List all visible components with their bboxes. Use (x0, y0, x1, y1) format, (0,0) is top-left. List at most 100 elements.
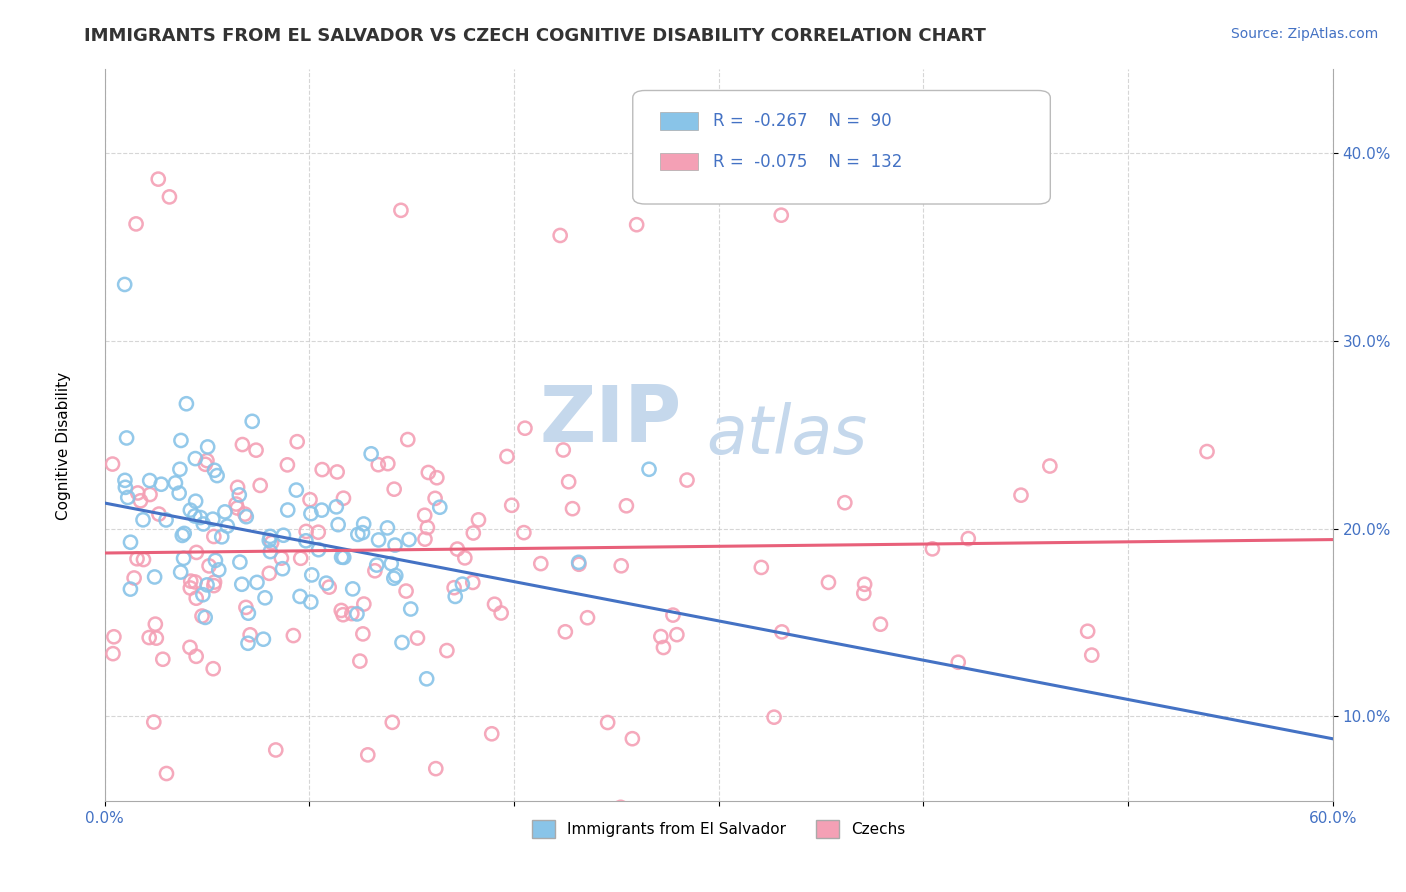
Point (834, 496, 856, 510)
Point (367, 533, 389, 547)
Point (290, 551, 312, 566)
Point (194, 610, 217, 624)
Point (576, 611, 599, 625)
Point (357, 747, 380, 762)
Point (650, 630, 672, 644)
Point (259, 544, 281, 558)
Point (143, 617, 166, 632)
Text: IMMIGRANTS FROM EL SALVADOR VS CZECH COGNITIVE DISABILITY CORRELATION CHART: IMMIGRANTS FROM EL SALVADOR VS CZECH COG… (84, 27, 986, 45)
Legend: Immigrants from El Salvador, Czechs: Immigrants from El Salvador, Czechs (526, 814, 912, 845)
Point (276, 458, 298, 472)
Point (238, 606, 260, 620)
Point (381, 715, 404, 730)
Point (204, 553, 226, 567)
Point (568, 555, 591, 569)
Point (315, 576, 337, 591)
Point (1039, 458, 1062, 473)
Point (173, 526, 195, 541)
Point (454, 550, 477, 565)
Point (226, 480, 249, 494)
Point (271, 562, 294, 576)
Point (384, 568, 406, 582)
Point (260, 535, 283, 549)
Point (195, 578, 218, 592)
Point (413, 508, 436, 523)
Point (616, 499, 638, 513)
Point (101, 457, 124, 471)
Point (921, 541, 943, 556)
Point (235, 509, 257, 524)
Point (621, 731, 644, 746)
Point (638, 462, 661, 476)
Point (152, 652, 174, 666)
Point (249, 478, 271, 492)
Point (186, 545, 208, 559)
Point (352, 627, 374, 641)
Point (568, 558, 591, 572)
Point (561, 501, 583, 516)
Point (101, 647, 124, 661)
Point (120, 582, 142, 596)
Point (406, 631, 429, 645)
Point (169, 565, 191, 579)
Point (259, 533, 281, 548)
Point (235, 600, 257, 615)
Point (103, 630, 125, 644)
Point (202, 529, 225, 543)
Point (416, 520, 439, 534)
Point (389, 203, 412, 218)
Point (557, 475, 579, 489)
Point (165, 475, 187, 490)
Point (325, 500, 347, 514)
Text: R =  -0.267    N =  90: R = -0.267 N = 90 (713, 112, 891, 130)
Point (332, 491, 354, 506)
FancyBboxPatch shape (659, 153, 699, 170)
Point (652, 640, 675, 655)
Point (233, 507, 256, 521)
Point (817, 575, 839, 590)
FancyBboxPatch shape (659, 112, 699, 130)
Point (285, 434, 308, 449)
Point (240, 414, 263, 428)
Point (172, 528, 194, 542)
Point (186, 649, 208, 664)
Point (231, 577, 253, 591)
Point (184, 574, 207, 589)
Point (869, 617, 891, 632)
Point (197, 440, 219, 454)
FancyBboxPatch shape (633, 90, 1050, 204)
Point (155, 766, 177, 780)
Point (159, 190, 181, 204)
Point (665, 627, 688, 641)
Point (299, 492, 322, 507)
Point (380, 557, 402, 571)
Point (217, 519, 239, 533)
Point (208, 563, 231, 577)
Point (1195, 444, 1218, 458)
Point (193, 516, 215, 531)
Point (353, 516, 375, 531)
Point (198, 558, 221, 573)
Point (463, 526, 485, 541)
Point (396, 433, 419, 447)
Point (202, 579, 225, 593)
Point (170, 434, 193, 448)
Point (143, 570, 166, 584)
Point (326, 465, 349, 479)
Point (204, 463, 226, 477)
Point (190, 510, 212, 524)
Point (366, 558, 388, 572)
Point (852, 586, 875, 600)
Point (364, 564, 387, 578)
Point (225, 497, 247, 511)
Text: ZIP: ZIP (540, 382, 682, 458)
Point (184, 451, 207, 466)
Point (122, 571, 145, 585)
Point (205, 468, 228, 483)
Point (204, 575, 226, 590)
Point (395, 584, 418, 599)
Point (311, 503, 333, 517)
Point (138, 631, 160, 645)
Point (423, 491, 446, 506)
Point (277, 503, 299, 517)
